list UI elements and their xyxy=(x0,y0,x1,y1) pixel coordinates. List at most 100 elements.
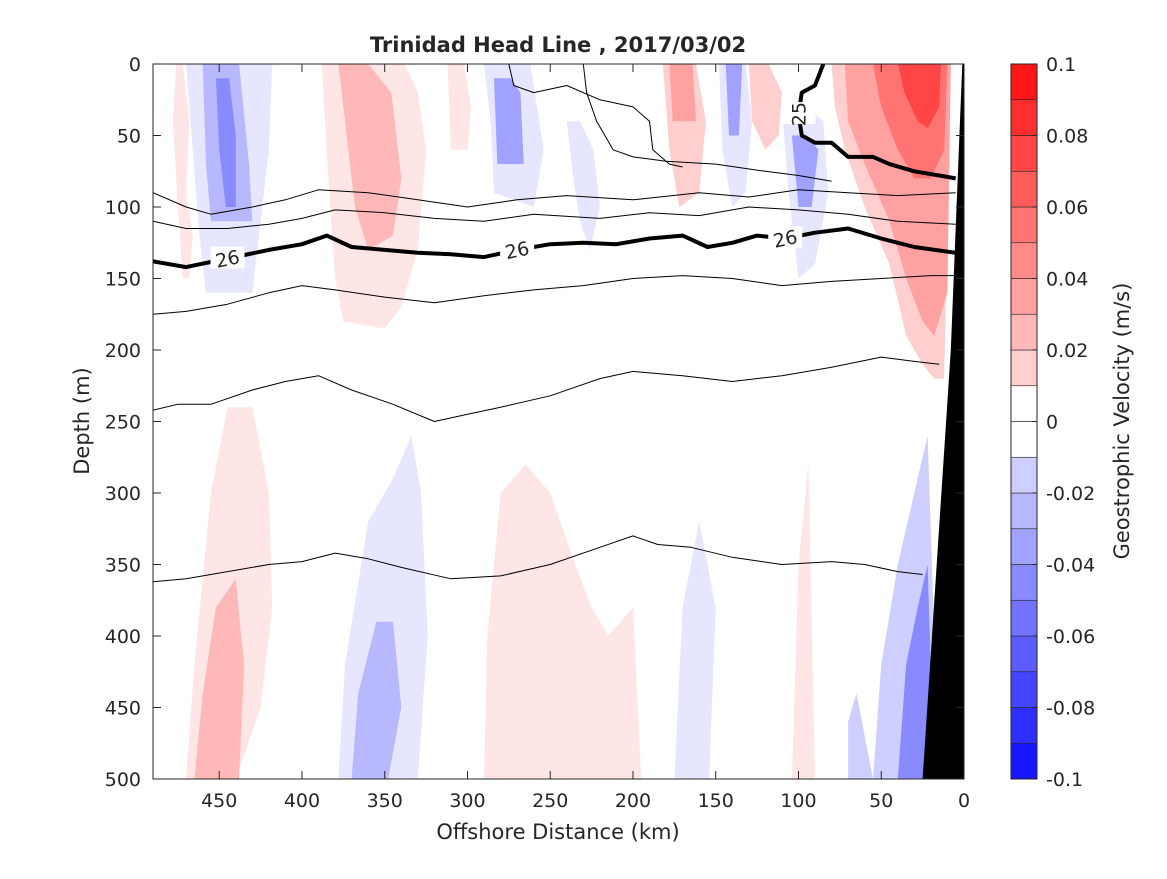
x-tick-label: 150 xyxy=(698,790,734,812)
colorbar-swatch xyxy=(1010,492,1038,530)
colorbar-swatch xyxy=(1010,456,1038,494)
velocity-patch-coastal-blue-deep-core xyxy=(897,564,935,779)
colorbar-swatch xyxy=(1010,135,1038,172)
colorbar-label: Geostrophic Velocity (m/s) xyxy=(1110,283,1134,560)
velocity-patch-red-350-mid xyxy=(338,64,402,250)
colorbar-swatch xyxy=(1010,313,1038,351)
colorbar-swatch xyxy=(1010,385,1038,422)
velocity-field xyxy=(172,64,951,779)
colorbar-swatch xyxy=(1010,170,1038,208)
colorbar-tick-label: 0.04 xyxy=(1046,269,1088,291)
isopycnal-sigma-surface-b xyxy=(582,64,832,182)
velocity-patch-blue-270-mid xyxy=(494,78,524,165)
colorbar-swatch xyxy=(1010,242,1038,279)
y-axis: 0 50 100 150 200 250 300 350 400 450 500 xyxy=(105,54,964,791)
colorbar-swatch xyxy=(1010,349,1038,387)
contour-label-group-sigma-26-0: 26 xyxy=(210,246,245,273)
x-tick-label: 250 xyxy=(532,790,568,812)
contour-label-group-sigma-26-1: 26 xyxy=(500,237,535,265)
y-tick-label: 450 xyxy=(105,698,141,720)
contour-label-bg xyxy=(210,246,245,269)
x-tick-label: 400 xyxy=(284,790,320,812)
colorbar-tick-label: 0.06 xyxy=(1046,197,1088,219)
colorbar-tick-label: 0 xyxy=(1046,412,1058,434)
velocity-patch-blue-450-core xyxy=(215,78,236,207)
colorbar-swatch xyxy=(1010,671,1038,708)
isopycnal-contours: 25 26 26 26 xyxy=(153,64,957,583)
velocity-patch-red-100-deep xyxy=(791,464,815,779)
x-tick-label: 450 xyxy=(201,790,237,812)
x-tick-label: 50 xyxy=(869,790,893,812)
colorbar-swatch xyxy=(1010,599,1038,637)
contour-label-sigma-26: 26 xyxy=(503,238,531,265)
y-tick-label: 100 xyxy=(105,197,141,219)
contour-label-group-sigma-26-2: 26 xyxy=(768,226,803,253)
velocity-patch-red-300 xyxy=(447,64,471,150)
colorbar-swatch xyxy=(1010,206,1038,244)
x-tick-label: 100 xyxy=(780,790,816,812)
velocity-patch-coastal-red-peak xyxy=(897,64,941,129)
y-axis-label: Depth (m) xyxy=(70,367,94,474)
colorbar-swatches xyxy=(1010,63,1038,780)
bathymetry-shelf xyxy=(922,64,964,779)
y-tick-label: 500 xyxy=(105,769,141,791)
isopycnal-sigma-mid-b xyxy=(153,206,956,229)
contour-label-group-sigma-25-0: 25 xyxy=(781,102,816,126)
isopycnal-sigma-mid-a xyxy=(153,189,956,215)
x-tick-label: 0 xyxy=(958,790,970,812)
colorbar-tick-label: -0.08 xyxy=(1046,698,1095,720)
velocity-patch-blue-150-deep xyxy=(674,521,716,779)
isopycnal-sigma-deep-b xyxy=(153,356,940,422)
isopycnal-sigma-25 xyxy=(796,64,957,181)
velocity-patch-blue-140-core xyxy=(725,64,743,136)
colorbar-tick-label: -0.1 xyxy=(1046,769,1083,791)
colorbar-ticks: 0.1 0.08 0.06 0.04 0.02 0 -0.02 -0.04 -0.06 -0.08… xyxy=(1032,54,1095,791)
colorbar-swatch xyxy=(1010,707,1038,744)
velocity-patch-blue-350-deep-core xyxy=(351,621,402,779)
colorbar-swatch xyxy=(1010,635,1038,673)
colorbar-tick-label: -0.04 xyxy=(1046,555,1095,577)
x-tick-label: 350 xyxy=(367,790,403,812)
x-tick-label: 300 xyxy=(449,790,485,812)
colorbar-swatch xyxy=(1010,63,1038,101)
isopycnal-sigma-surface-a xyxy=(508,64,683,168)
chart-title: Trinidad Head Line , 2017/03/02 xyxy=(370,33,746,57)
y-tick-label: 250 xyxy=(105,412,141,434)
y-tick-label: 0 xyxy=(129,54,141,76)
velocity-patch-blue-100-core xyxy=(791,135,819,207)
contour-label-sigma-26: 26 xyxy=(214,246,242,273)
x-axis: 450 400 350 300 250 200 150 100 50 0 xyxy=(201,64,970,812)
y-tick-label: 350 xyxy=(105,555,141,577)
y-tick-label: 400 xyxy=(105,626,141,648)
y-tick-label: 200 xyxy=(105,340,141,362)
contour-label-bg xyxy=(500,237,535,260)
colorbar-swatch xyxy=(1010,99,1038,136)
x-tick-label: 200 xyxy=(615,790,651,812)
colorbar: 0.1 0.08 0.06 0.04 0.02 0 -0.02 -0.04 -0.06 -0.08… xyxy=(1010,54,1134,791)
y-tick-label: 50 xyxy=(117,126,141,148)
contour-label-bg xyxy=(781,102,816,125)
y-tick-label: 300 xyxy=(105,483,141,505)
colorbar-tick-label: 0.02 xyxy=(1046,340,1088,362)
velocity-patch-red-120 xyxy=(748,64,782,150)
plot-area: 25 26 26 26 xyxy=(152,63,965,780)
colorbar-swatch xyxy=(1010,421,1038,458)
contour-label-sigma-25: 25 xyxy=(788,102,810,126)
colorbar-swatch xyxy=(1010,564,1038,601)
contour-label-sigma-26: 26 xyxy=(771,226,799,253)
velocity-patch-offshore-red-1 xyxy=(172,64,193,279)
x-axis-label: Offshore Distance (km) xyxy=(436,820,679,844)
y-tick-label: 150 xyxy=(105,269,141,291)
colorbar-swatch xyxy=(1010,528,1038,565)
isopycnal-sigma-deep-a xyxy=(153,275,956,315)
colorbar-tick-label: -0.06 xyxy=(1046,626,1095,648)
contour-label-bg xyxy=(768,226,803,249)
colorbar-swatch xyxy=(1010,278,1038,315)
bathymetry xyxy=(922,64,964,779)
colorbar-tick-label: 0.1 xyxy=(1046,54,1076,76)
colorbar-tick-label: 0.08 xyxy=(1046,126,1088,148)
velocity-patch-red-450-deep-core xyxy=(194,578,244,779)
velocity-patch-red-170-core xyxy=(669,64,696,122)
